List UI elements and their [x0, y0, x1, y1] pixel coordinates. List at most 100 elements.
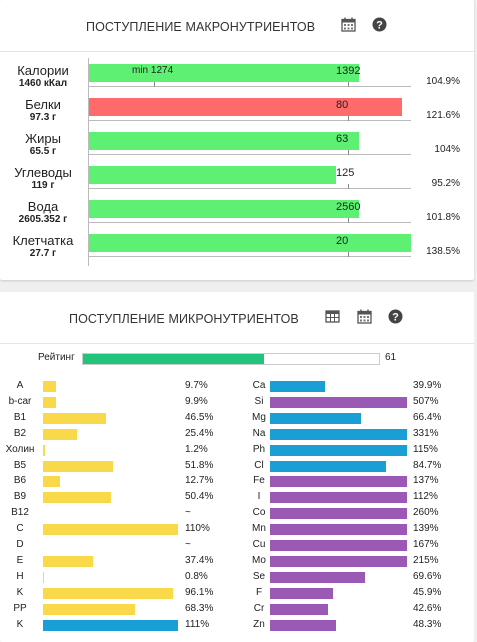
vitamin-percent: 111%	[185, 618, 210, 630]
mineral-bar	[270, 428, 407, 440]
vitamin-bar	[43, 492, 111, 504]
micro-row: B12 ~ Co 260%	[0, 507, 474, 520]
mineral-bar	[270, 476, 407, 488]
macro-row: Углеводы 119 г 125 95.2%	[0, 164, 474, 198]
mineral-percent: 48.3%	[413, 618, 442, 630]
vitamin-percent: 9.9%	[185, 395, 208, 407]
macro-label: Калории	[17, 63, 69, 78]
macro-row: Жиры 65.5 г 63 104%	[0, 130, 474, 164]
mineral-percent: 115%	[413, 443, 438, 455]
macro-label: Жиры	[25, 131, 61, 146]
macro-label: Белки	[25, 97, 61, 112]
macro-norm-tick	[348, 116, 349, 121]
micro-header: ПОСТУПЛЕНИЕ МИКРОНУТРИЕНТОВ ?	[0, 292, 474, 344]
macro-percent: 95.2%	[431, 178, 460, 189]
micro-row: D ~ Cu 167%	[0, 539, 474, 552]
mineral-percent: 260%	[413, 507, 439, 519]
vitamin-percent: 25.4%	[185, 427, 214, 439]
mineral-percent: 331%	[413, 427, 439, 439]
mineral-percent: 84.7%	[413, 459, 442, 471]
micro-row: K 96.1% F 45.9%	[0, 587, 474, 600]
mineral-label: I	[257, 491, 261, 503]
calendar-icon[interactable]	[341, 17, 357, 33]
micro-row: B5 51.8% Cl 84.7%	[0, 460, 474, 473]
micro-row: K 111% Zn 48.3%	[0, 619, 474, 632]
macro-norm-value: 80	[336, 99, 349, 111]
macro-norm-tick	[348, 218, 349, 223]
help-icon[interactable]: ?	[372, 17, 388, 33]
macro-value: 2605.352 г	[18, 214, 68, 225]
vitamin-bar	[43, 603, 135, 615]
macro-baseline	[89, 120, 411, 121]
micro-row: A 9.7% Ca 39.9%	[0, 380, 474, 393]
macro-norm-value: 1392	[336, 65, 361, 77]
vitamin-label: B9	[13, 491, 27, 503]
table-icon[interactable]	[325, 309, 341, 325]
macro-percent: 104.9%	[426, 76, 460, 87]
mineral-label: Mo	[252, 554, 266, 566]
macro-label: Клетчатка	[12, 233, 74, 248]
vitamin-label: B2	[13, 427, 27, 439]
mineral-percent: 139%	[413, 523, 439, 535]
mineral-percent: 66.4%	[413, 411, 442, 423]
mineral-percent: 45.9%	[413, 586, 442, 598]
macro-bar	[89, 234, 411, 252]
rating-value: 61	[385, 352, 397, 363]
mineral-percent: 69.6%	[413, 570, 442, 582]
vitamin-label: K	[16, 618, 24, 630]
macro-row: Калории 1460 кКал 1392 104.9% min 1274	[0, 62, 474, 96]
micro-row: B6 12.7% Fe 137%	[0, 475, 474, 488]
vitamin-percent: 50.4%	[185, 491, 214, 503]
svg-text:?: ?	[376, 20, 383, 32]
vitamin-label: D	[16, 539, 24, 550]
macro-norm-tick	[348, 82, 349, 87]
vitamin-label: B6	[13, 475, 27, 487]
macro-value: 119 г	[31, 180, 55, 191]
vitamin-percent: ~	[185, 507, 191, 519]
macro-row: Белки 97.3 г 80 121.6%	[0, 96, 474, 130]
calendar-icon[interactable]	[357, 309, 373, 325]
mineral-label: F	[255, 586, 263, 598]
mineral-percent: 167%	[413, 539, 439, 550]
vitamin-label: K	[16, 586, 24, 598]
help-icon[interactable]: ?	[388, 309, 404, 325]
vitamin-bar	[43, 460, 113, 472]
mineral-bar	[270, 412, 361, 424]
micro-row: B2 25.4% Na 331%	[0, 428, 474, 441]
micro-row: B9 50.4% I 112%	[0, 491, 474, 504]
macro-value: 27.7 г	[29, 248, 57, 259]
vitamin-percent: 9.7%	[185, 380, 208, 391]
macro-value: 65.5 г	[29, 146, 57, 157]
rating-row: Рейтинг 61	[0, 352, 474, 366]
macro-percent: 121.6%	[426, 110, 460, 121]
micro-row: E 37.4% Mo 215%	[0, 555, 474, 568]
micro-row: b-car 9.9% Si 507%	[0, 396, 474, 409]
macro-norm-tick	[348, 150, 349, 155]
mineral-bar	[270, 571, 365, 583]
mineral-bar	[270, 587, 333, 599]
vitamin-percent: 12.7%	[185, 475, 214, 487]
mineral-label: Cu	[252, 539, 266, 550]
mineral-label: Cr	[253, 602, 265, 614]
macro-bar	[89, 200, 359, 218]
mineral-bar	[270, 603, 328, 615]
vitamin-bar	[43, 524, 178, 536]
macro-norm-tick	[348, 252, 349, 257]
mineral-bar	[270, 444, 407, 456]
macro-baseline	[89, 222, 411, 223]
vitamin-bar	[43, 444, 45, 456]
micro-row: Холин 1.2% Ph 115%	[0, 444, 474, 457]
macro-norm-value: 63	[336, 133, 349, 145]
vitamin-label: B5	[13, 459, 27, 471]
macro-bar	[89, 64, 359, 82]
mineral-label: Ph	[252, 443, 266, 455]
vitamin-percent: 96.1%	[185, 586, 214, 598]
macro-bar	[89, 132, 359, 150]
macro-min-tick	[154, 82, 155, 87]
vitamin-label: E	[16, 554, 24, 566]
macro-norm-value: 125	[336, 167, 355, 179]
vitamin-bar	[43, 412, 106, 424]
mineral-bar	[270, 555, 407, 567]
mineral-bar	[270, 460, 386, 472]
vitamin-label: B12	[11, 507, 29, 519]
